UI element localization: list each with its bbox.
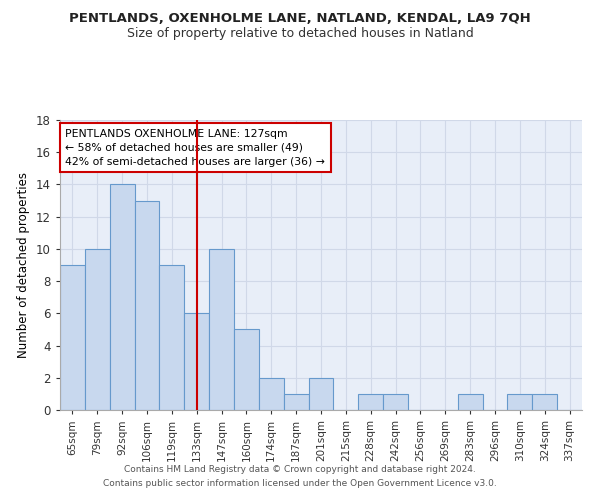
Text: PENTLANDS, OXENHOLME LANE, NATLAND, KENDAL, LA9 7QH: PENTLANDS, OXENHOLME LANE, NATLAND, KEND…	[69, 12, 531, 26]
Bar	[234, 330, 259, 410]
Text: PENTLANDS OXENHOLME LANE: 127sqm
← 58% of detached houses are smaller (49)
42% o: PENTLANDS OXENHOLME LANE: 127sqm ← 58% o…	[65, 128, 325, 166]
Bar	[532, 394, 557, 410]
Bar	[184, 314, 209, 410]
Bar	[60, 265, 85, 410]
Text: Contains HM Land Registry data © Crown copyright and database right 2024.
Contai: Contains HM Land Registry data © Crown c…	[103, 466, 497, 487]
Bar	[383, 394, 408, 410]
Bar	[209, 249, 234, 410]
Y-axis label: Number of detached properties: Number of detached properties	[17, 172, 31, 358]
Bar	[284, 394, 308, 410]
Bar	[259, 378, 284, 410]
Bar	[160, 265, 184, 410]
Bar	[508, 394, 532, 410]
Bar	[110, 184, 134, 410]
Text: Size of property relative to detached houses in Natland: Size of property relative to detached ho…	[127, 28, 473, 40]
Bar	[308, 378, 334, 410]
Bar	[458, 394, 482, 410]
Bar	[85, 249, 110, 410]
Bar	[134, 200, 160, 410]
Bar	[358, 394, 383, 410]
